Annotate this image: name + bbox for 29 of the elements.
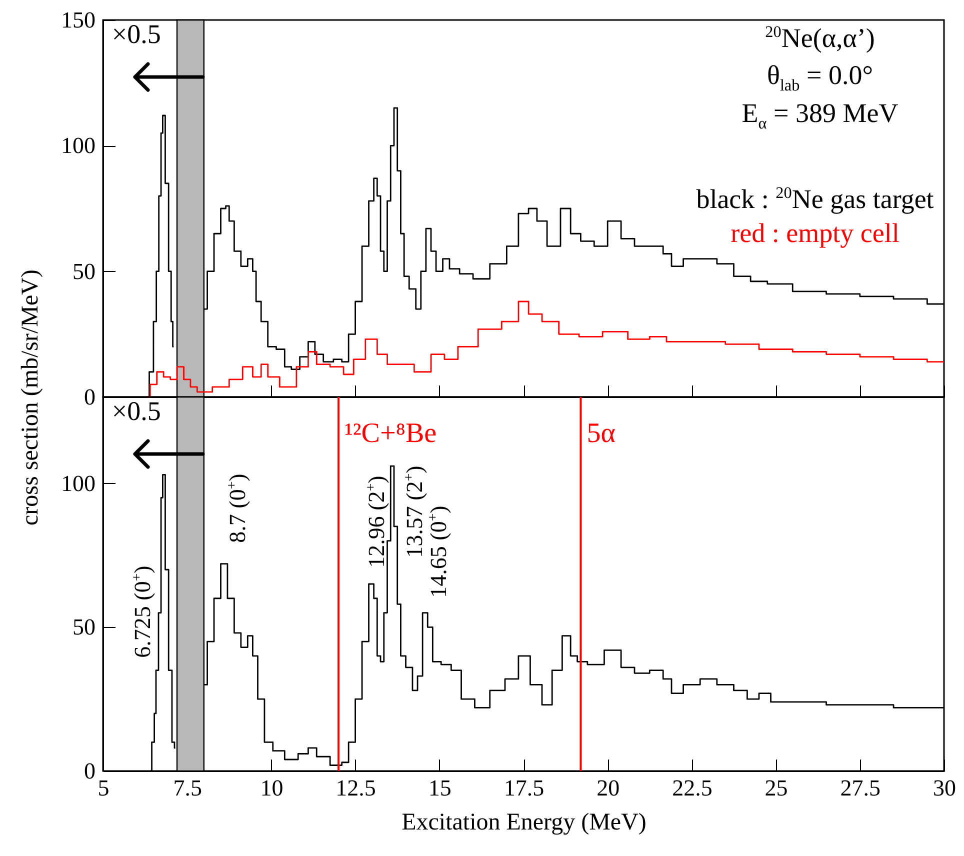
x-tick-label: 22.5 [672, 776, 712, 800]
ref-line-label: 5α [586, 418, 616, 449]
x-tick-label: 5 [98, 776, 110, 800]
x-tick-label: 20 [596, 776, 620, 800]
ref-line-label: ¹²C+⁸Be [344, 418, 437, 449]
x-tick-label: 27.5 [840, 776, 881, 800]
x-tick-label: 15 [428, 776, 452, 800]
band-label: ×0.5 [112, 19, 161, 49]
y-tick-label: 0 [84, 384, 96, 410]
x-tick-label: 7.5 [173, 776, 202, 800]
x-tick-label: 25 [764, 776, 788, 800]
annotation: E$_{α}$ = 389 MeV [742, 98, 898, 132]
y-tick-label: 150 [61, 8, 96, 32]
y-axis-title: cross section (mb/sr/MeV) [18, 270, 44, 526]
y-tick-label: 0 [84, 758, 96, 784]
x-tick-label: 17.5 [504, 776, 544, 800]
annotation: θ$_{lab}$ = 0.0° [767, 60, 873, 94]
y-tick-label: 50 [72, 258, 96, 284]
x-axis-title: Excitation Energy (MeV) [402, 810, 646, 836]
series-label: black : $^{20}$Ne gas target [696, 184, 934, 214]
x-tick-label: 12.5 [336, 776, 376, 800]
x-tick-label: 30 [933, 776, 956, 800]
y-tick-label: 100 [61, 133, 96, 158]
text: red : empty cell [730, 218, 900, 248]
y-tick-label: 50 [72, 614, 96, 640]
band-label: ×0.5 [112, 396, 161, 426]
x-tick-label: 10 [260, 776, 284, 800]
annotation: $^{20}$Ne(α,α’) [765, 23, 875, 53]
y-tick-label: 100 [61, 470, 96, 496]
